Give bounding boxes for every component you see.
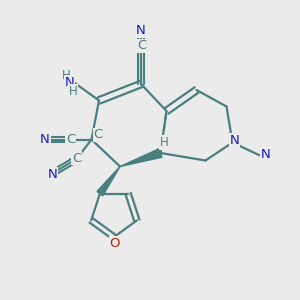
- Text: C: C: [137, 39, 146, 52]
- Text: N: N: [230, 134, 240, 147]
- Text: O: O: [109, 237, 120, 250]
- Text: N: N: [40, 133, 50, 146]
- Text: C: C: [66, 133, 75, 146]
- Text: N: N: [261, 148, 270, 161]
- Text: N: N: [48, 167, 57, 181]
- Text: C: C: [94, 128, 103, 142]
- Text: H: H: [69, 85, 78, 98]
- Text: N: N: [136, 24, 146, 37]
- Text: H: H: [61, 69, 70, 82]
- Text: C: C: [72, 152, 81, 165]
- Polygon shape: [97, 167, 120, 196]
- Text: H: H: [160, 136, 169, 149]
- Polygon shape: [120, 149, 162, 167]
- Text: N: N: [65, 76, 75, 89]
